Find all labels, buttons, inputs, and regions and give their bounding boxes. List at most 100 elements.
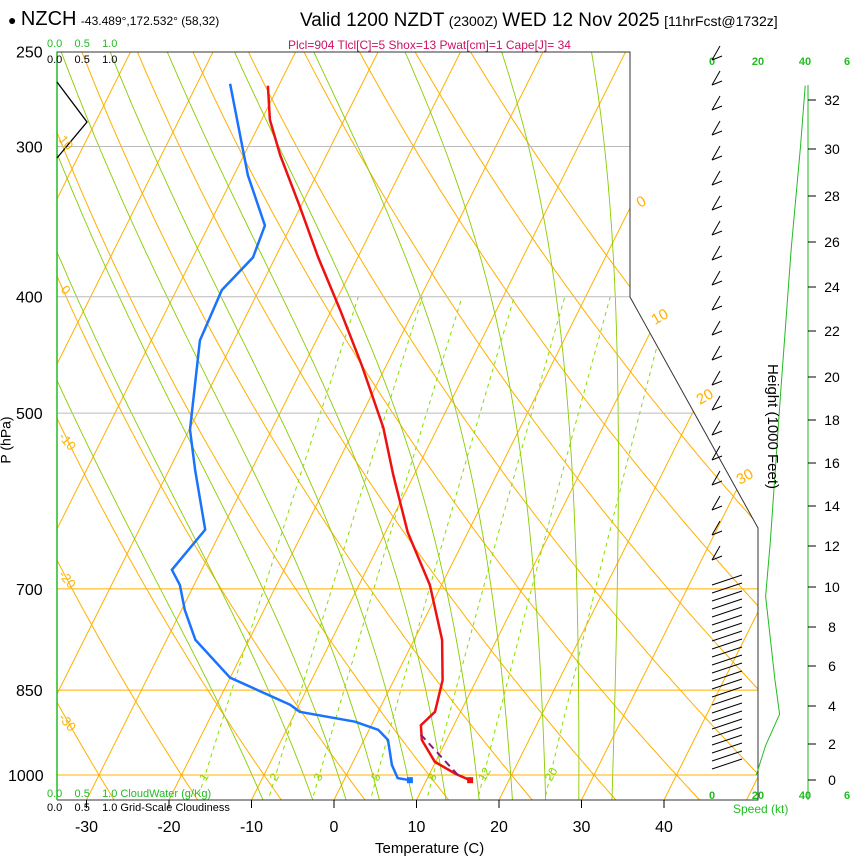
wind-barb [711,718,743,730]
height-tick-label: 22 [824,323,840,339]
wind-barb-flag [711,430,723,436]
scale-val: 1.0 [102,802,118,814]
adiabat-label: -10 [56,429,80,453]
wind-barb [711,420,721,436]
height-tick-label: 20 [824,369,840,385]
moist-adiabat-line [400,52,547,800]
wind-barb [711,520,721,536]
indices: Plcl=904 Tlcl[C]=5 Shox=13 Pwat[cm]=1 Ca… [288,38,571,52]
dry-adiabat-line [57,52,286,800]
height-tick-label: 16 [824,455,840,471]
wind-barb [711,662,743,674]
wind-barb [711,370,721,386]
valid-label: Valid 1200 NZDT [300,10,445,31]
temperature-tick-label: -20 [157,819,180,836]
scale-val: 0.0 [47,802,63,814]
isotherm-line [165,52,550,800]
dry-adiabat-line [353,52,758,800]
cloud-fraction-line [56,81,88,159]
surface-dewpoint-marker [406,777,413,784]
isotherm-line [57,52,385,800]
speed-tick-label-top: 6 [844,56,850,68]
wind-barb [711,270,721,286]
moist-adiabat-line [106,52,415,800]
adiabat-label: -20 [56,567,80,591]
isotherm-line [495,52,758,800]
wind-barb [711,495,721,511]
wind-barb [711,545,721,561]
height-tick-label: 6 [828,658,836,674]
wind-barb [711,445,721,461]
wind-barb [711,742,743,754]
wind-barb-flag [711,105,723,111]
isotherm-label: 20 [694,385,717,408]
moist-adiabat-line [57,52,266,800]
pressure-tick-label: 850 [16,683,43,700]
wind-barb [711,638,743,650]
station-dot-icon: ● [8,12,17,28]
wind-barb [711,614,743,626]
wind-barb [711,220,721,236]
height-tick-label: 18 [824,412,840,428]
wind-barb [711,686,743,698]
scale-val: 1.0 [102,54,118,66]
mixing-ratio-label: 1 [196,770,212,783]
moist-adiabat-line [229,52,481,800]
wind-barb [711,395,721,411]
moist-adiabat-line [309,52,514,800]
dry-adiabat-line [57,52,118,800]
wind-barb [711,726,743,738]
dry-adiabat-line [57,52,370,800]
scale-val: 1.0 [102,38,118,50]
bottom-scale-black: 0.0 0.5 1.0 Grid-Scale Cloudiness [47,802,230,814]
moist-adiabat-line [589,52,619,800]
adiabat-label: 10 [56,132,77,153]
moist-adiabat-line [498,52,580,800]
valid-time: Valid 1200 NZDT (2300Z) WED 12 Nov 2025 … [300,10,778,32]
speed-tick-label-bottom: 0 [709,790,715,802]
speed-tick-label-top: 20 [752,56,764,68]
isotherm-line [57,52,137,800]
mixing-ratio-label: 5 [368,770,384,783]
wind-barb-flag [711,80,723,86]
speed-tick-label-bottom: 40 [799,790,811,802]
dry-adiabat-line [408,52,758,800]
speed-tick-label-bottom: 20 [752,790,764,802]
adiabat-label: -30 [56,710,80,734]
top-scale-black: 0.0 0.5 1.0 [47,54,117,66]
wind-barb [711,694,743,706]
height-tick-label: 8 [828,619,836,635]
wind-barb [711,170,721,186]
isotherm-label: 10 [649,305,672,328]
isotherm-line [248,52,632,800]
wind-barb-flag [711,230,723,236]
wind-barb [711,195,721,211]
mixing-ratio-line [198,296,359,796]
wind-barb-flag [711,455,723,461]
temperature-tick-label: -10 [240,819,263,836]
wind-barb [711,598,743,610]
cloudwater-label: CloudWater (g/Kg) [120,788,212,800]
wind-barb-flag [711,530,723,536]
wind-barb [711,670,743,682]
mixing-ratio-line [371,296,515,796]
wind-barb-flag [711,280,723,286]
height-tick-label: 26 [824,234,840,250]
wind-barb-flag [711,155,723,161]
speed-tick-label-bottom: 6 [844,790,850,802]
height-tick-label: 12 [824,538,840,554]
isotherm-line [578,52,758,800]
temperature-tick-label: -30 [75,819,98,836]
height-tick-label: 24 [824,279,840,295]
wind-barb-flag [711,255,723,261]
scale-val: 0.5 [74,38,90,50]
date-label: WED 12 Nov 2025 [502,10,660,31]
wind-barb [711,750,743,762]
scale-val: 0.5 [74,802,90,814]
scale-val: 0.0 [47,54,63,66]
isotherm-line [330,52,715,800]
height-tick-label: 32 [824,92,840,108]
isotherm-line [57,52,220,800]
wind-barb-flag [711,505,723,511]
